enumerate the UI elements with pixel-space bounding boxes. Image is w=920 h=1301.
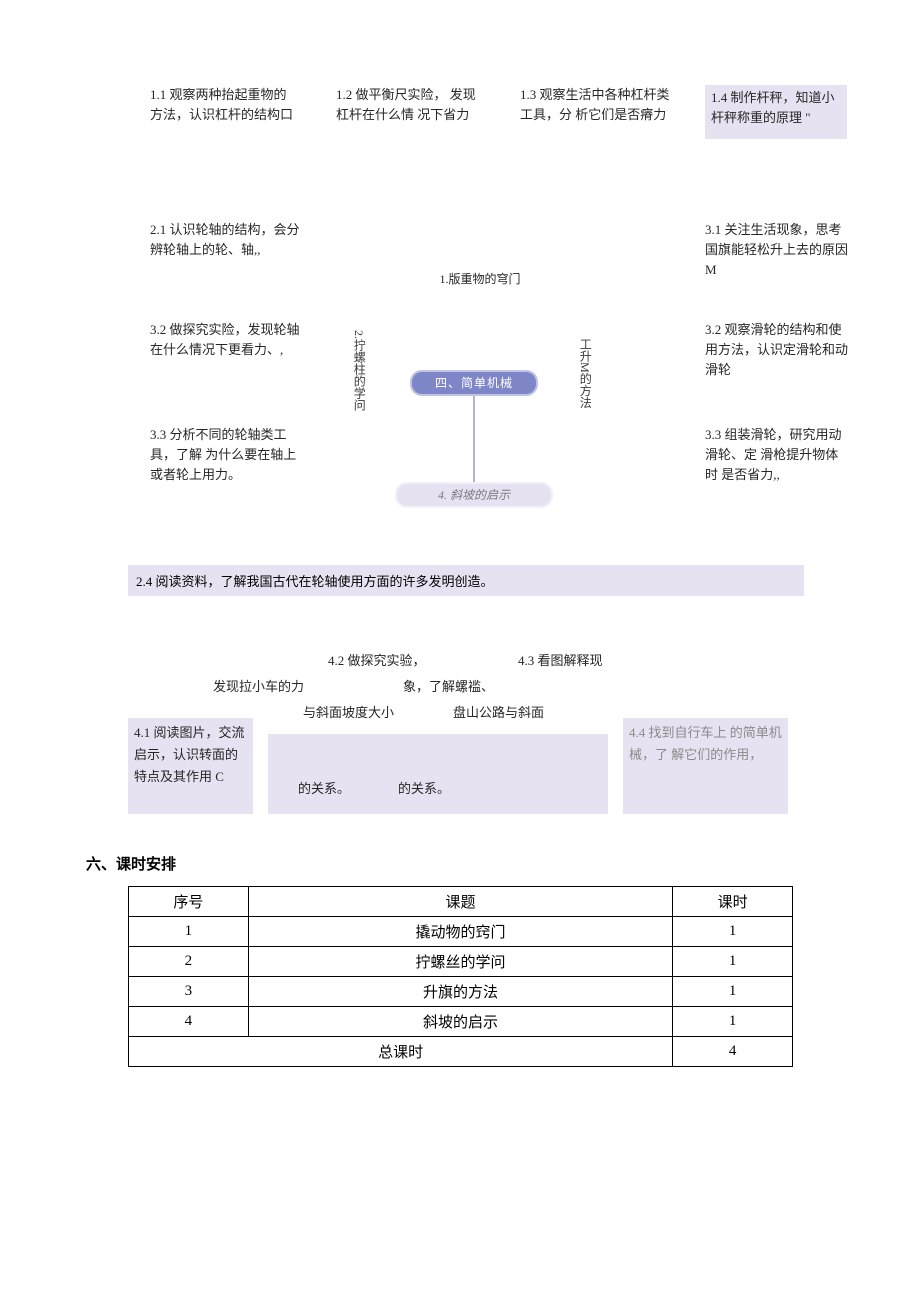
table-row: 2 拧螺丝的学问 1 bbox=[129, 947, 793, 977]
cell-topic: 斜坡的启示 bbox=[248, 1007, 672, 1037]
table-row: 1 撬动物的窍门 1 bbox=[129, 917, 793, 947]
note-3-2a: 3.2 做探究实险，发现轮轴在什么情况下更看力、, bbox=[150, 320, 300, 360]
center-chip-main: 四、简单机械 bbox=[410, 370, 538, 396]
note-4-1: 4.1 阅读图片，交流启示，认识转面的特点及其作用 C bbox=[128, 718, 253, 814]
table-row: 4 斜坡的启示 1 bbox=[129, 1007, 793, 1037]
cell-seq: 4 bbox=[129, 1007, 249, 1037]
note-4-4: 4.4 找到自行车上 的简单机械，了 解它们的作用， bbox=[623, 718, 788, 814]
th-hours: 课时 bbox=[673, 887, 793, 917]
txt-4-2-mid2: 与斜面坡度大小 bbox=[303, 702, 453, 724]
table-total-row: 总课时 4 bbox=[129, 1037, 793, 1067]
table-row: 3 升旗的方法 1 bbox=[129, 977, 793, 1007]
note-1-1: 1.1 观察两种抬起重物的方法，认识杠杆的结构口 bbox=[150, 85, 295, 125]
cell-topic: 撬动物的窍门 bbox=[248, 917, 672, 947]
cell-total-value: 4 bbox=[673, 1037, 793, 1067]
note-1-3: 1.3 观察生活中各种杠杆类工具，分 析它们是否瘠力 bbox=[520, 85, 670, 125]
note-2-4: 2.4 阅读资料，了解我国古代在轮轴使用方面的许多发明创造。 bbox=[128, 565, 804, 596]
note-4-4-text: 4.4 找到自行车上 的简单机械，了 解它们的作用， bbox=[623, 718, 788, 770]
txt-4-3-mid1: 象，了解螺褴、 bbox=[403, 676, 553, 698]
table-header-row: 序号 课题 课时 bbox=[129, 887, 793, 917]
cell-hours: 1 bbox=[673, 1007, 793, 1037]
note-1-4: 1.4 制作杆秤，知道小杆秤称重的原理 " bbox=[705, 85, 847, 139]
cell-seq: 3 bbox=[129, 977, 249, 1007]
center-chip-sub: 4. 斜坡的启示 bbox=[395, 482, 553, 508]
cell-seq: 2 bbox=[129, 947, 249, 977]
txt-4-3-mid2: 盘山公路与斜面 bbox=[453, 702, 603, 724]
note-3-3b: 3.3 组装滑轮，研究用动滑轮、定 滑枪提升物体时 是否省力,, bbox=[705, 425, 850, 485]
txt-4-3-top: 4.3 看图解释现 bbox=[518, 650, 668, 672]
center-left-vlabel: 2.拧螺柱的学问 bbox=[352, 330, 365, 411]
txt-4-3-bot: 的关系。 bbox=[398, 778, 450, 800]
cell-total-label: 总课时 bbox=[129, 1037, 673, 1067]
center-connector bbox=[473, 396, 475, 482]
cell-seq: 1 bbox=[129, 917, 249, 947]
center-right-vlabel: 工升M的方法 bbox=[578, 338, 591, 409]
mid-purple-box bbox=[268, 734, 608, 814]
txt-4-2-bot: 的关系。 bbox=[298, 778, 350, 800]
center-diagram: 1.版重物的穹门 2.拧螺柱的学问 工升M的方法 四、简单机械 4. 斜坡的启示 bbox=[330, 250, 610, 560]
th-topic: 课题 bbox=[248, 887, 672, 917]
heading-6: 六、课时安排 bbox=[86, 853, 176, 874]
note-4-1-text: 4.1 阅读图片，交流启示，认识转面的特点及其作用 C bbox=[128, 718, 253, 792]
center-top-label: 1.版重物的穹门 bbox=[415, 270, 545, 289]
cell-hours: 1 bbox=[673, 947, 793, 977]
note-1-2: 1.2 做平衡尺实险， 发现杠杆在什么情 况下省力 bbox=[336, 85, 486, 125]
note-3-1: 3.1 关注生活现象，思考国旗能轻松升上去的原因 M bbox=[705, 220, 850, 280]
cell-hours: 1 bbox=[673, 917, 793, 947]
note-3-2b: 3.2 观察滑轮的结构和使用方法，认识定滑轮和动滑轮 bbox=[705, 320, 850, 380]
txt-4-2-mid1: 发现拉小车的力 bbox=[213, 676, 363, 698]
note-2-1: 2.1 认识轮轴的结构，会分辨轮轴上的轮、轴,, bbox=[150, 220, 300, 260]
cell-topic: 升旗的方法 bbox=[248, 977, 672, 1007]
txt-4-2-top: 4.2 做探究实验， bbox=[328, 650, 478, 672]
cell-topic: 拧螺丝的学问 bbox=[248, 947, 672, 977]
note-3-3a: 3.3 分析不同的轮轴类工具，了解 为什么要在轴上 或者轮上用力。 bbox=[150, 425, 300, 485]
schedule-table: 序号 课题 课时 1 撬动物的窍门 1 2 拧螺丝的学问 1 3 升旗的方法 1 bbox=[128, 886, 793, 1067]
th-seq: 序号 bbox=[129, 887, 249, 917]
cell-hours: 1 bbox=[673, 977, 793, 1007]
